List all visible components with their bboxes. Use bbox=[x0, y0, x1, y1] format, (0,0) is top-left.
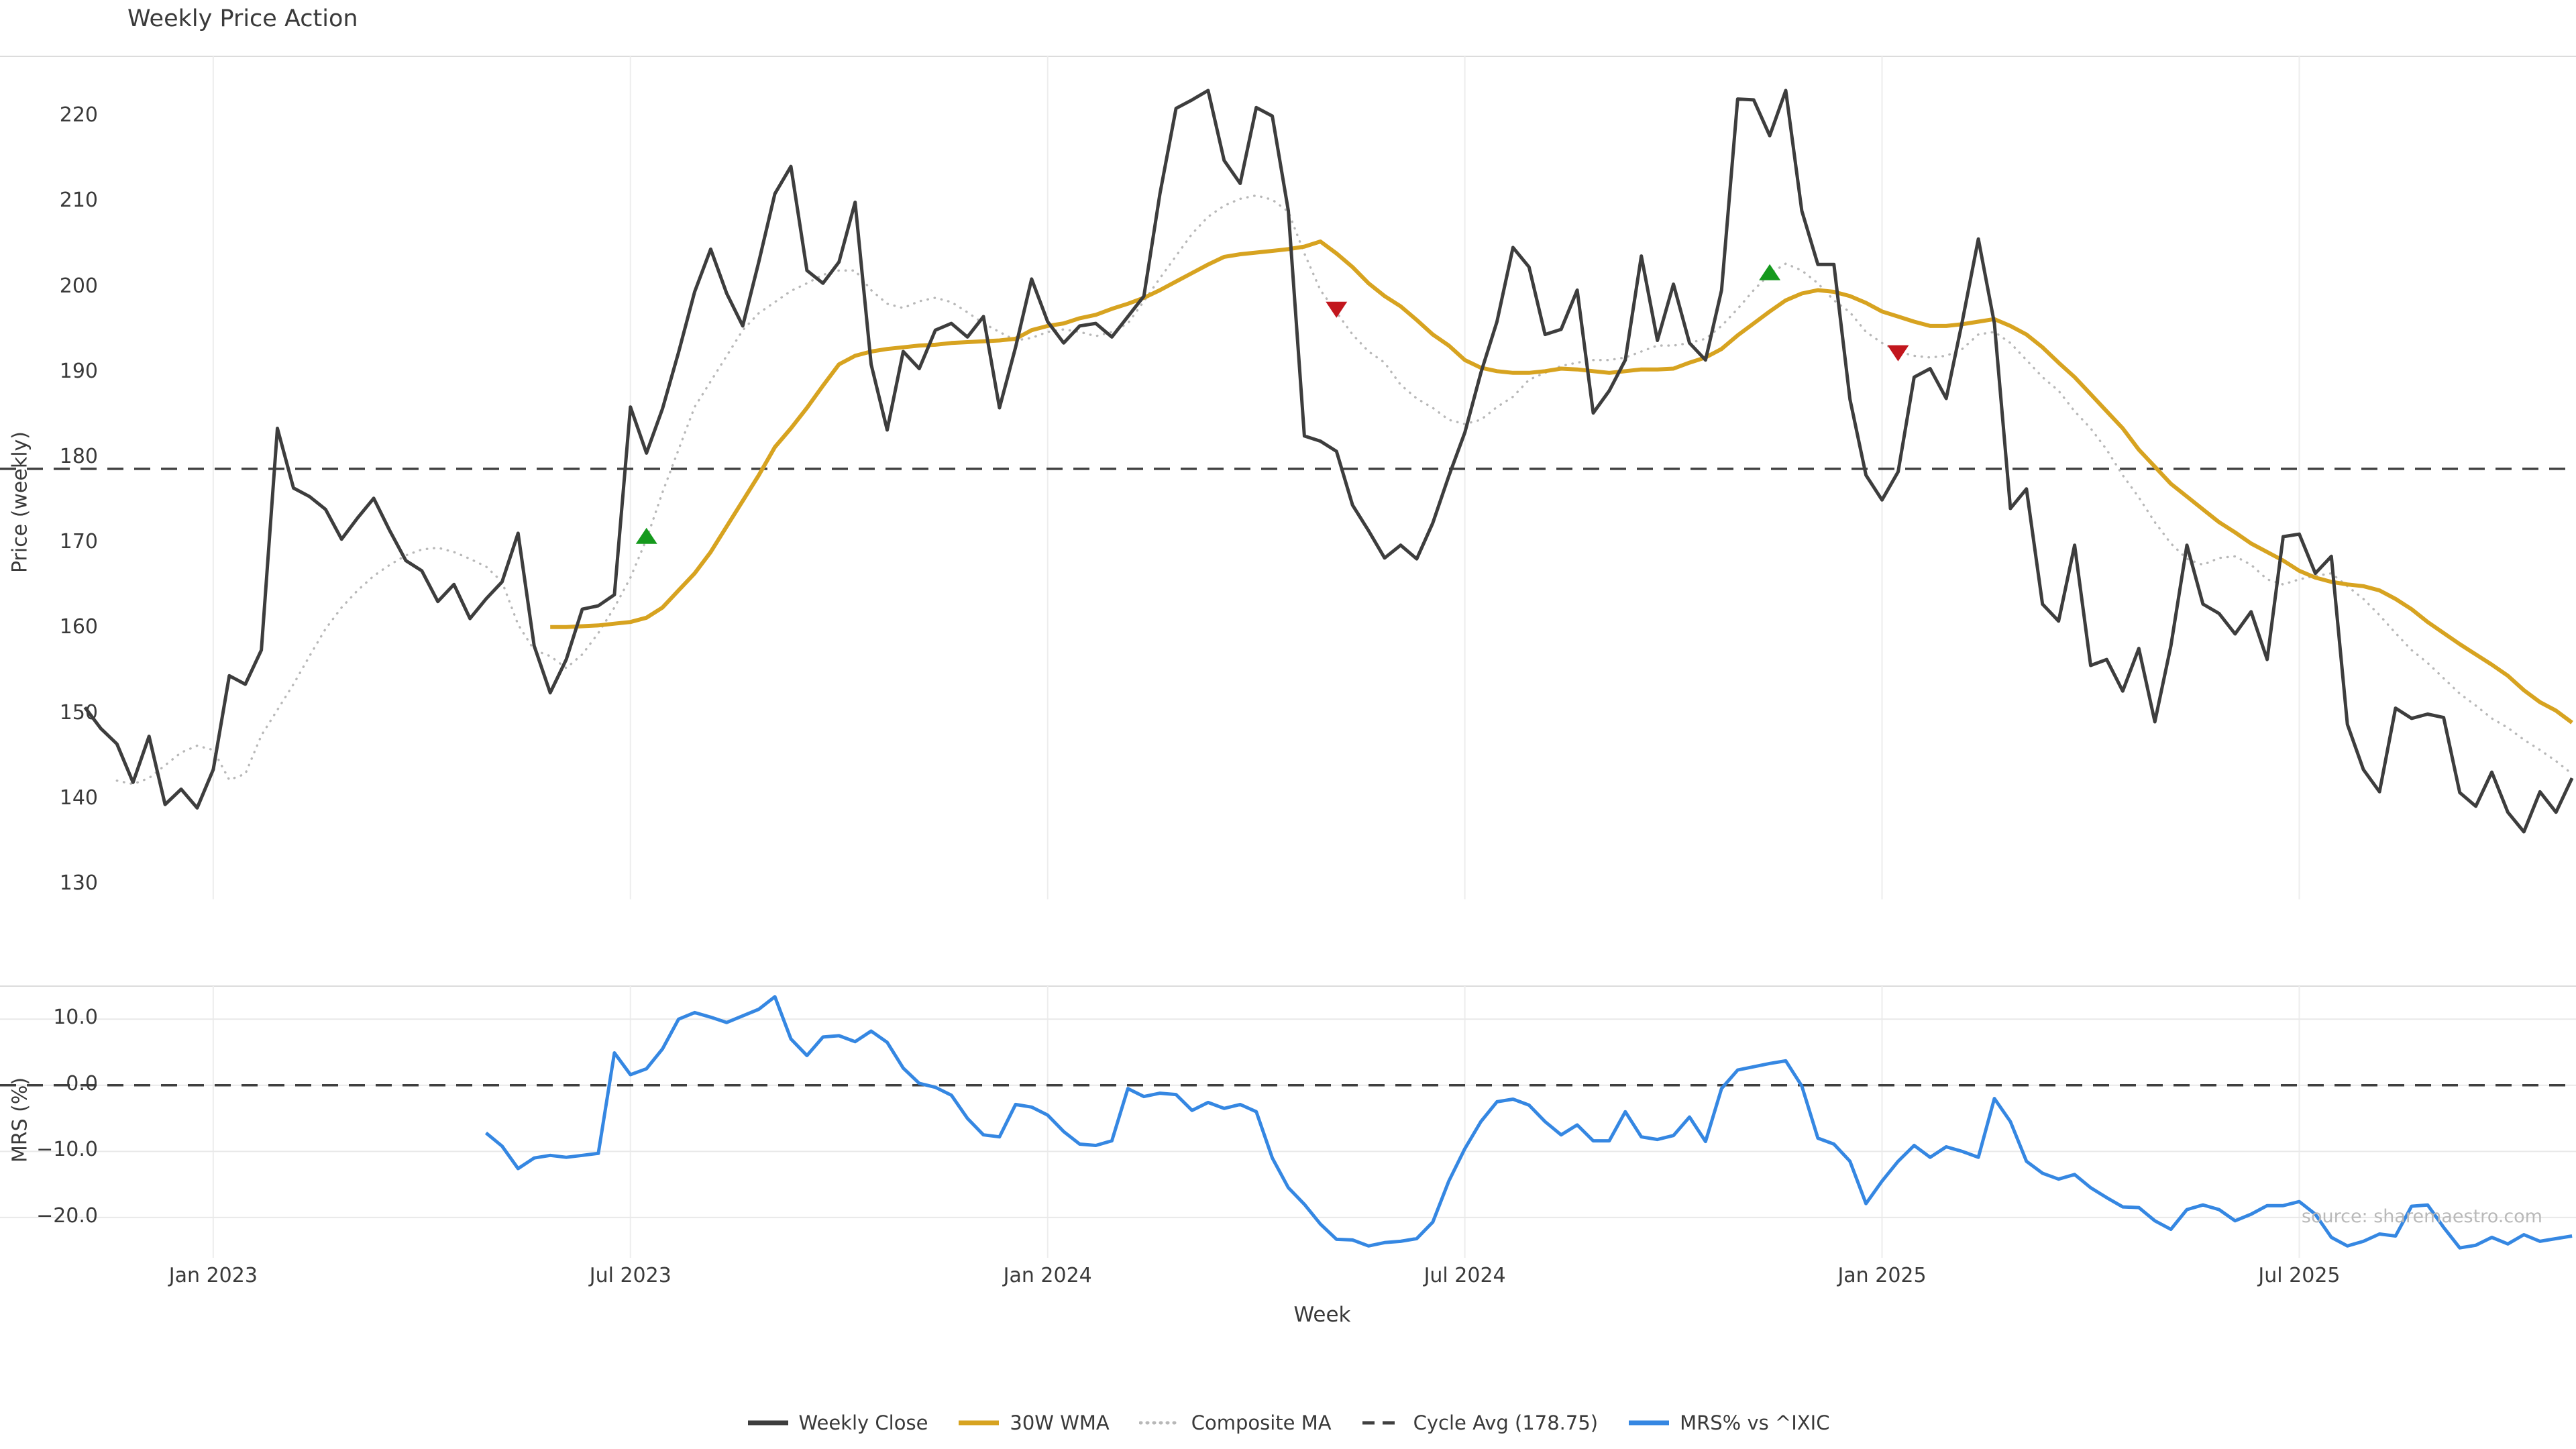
legend-item: 30W WMA bbox=[957, 1411, 1110, 1434]
legend-swatch-solid-icon bbox=[747, 1420, 788, 1426]
mrs-line bbox=[484, 995, 2573, 1250]
legend-label: MRS% vs ^IXIC bbox=[1680, 1411, 1830, 1434]
source-watermark: source: sharemaestro.com bbox=[2301, 1206, 2542, 1227]
mrs-axis-tick: −20.0 bbox=[36, 1203, 98, 1228]
x-axis-tick: Jul 2025 bbox=[2258, 1264, 2341, 1287]
price-axis-tick: 180 bbox=[59, 444, 98, 468]
mrs-axis-tick: −10.0 bbox=[36, 1138, 98, 1162]
sell-marker-icon bbox=[1326, 301, 1348, 318]
x-axis-tick: Jul 2024 bbox=[1424, 1264, 1506, 1287]
wma-30w-line bbox=[550, 239, 2573, 724]
chart-legend: Weekly Close 30W WMA Composite MA Cycle Avg… bbox=[0, 1411, 2576, 1434]
legend-label: Composite MA bbox=[1191, 1411, 1332, 1434]
x-axis-tick: Jan 2023 bbox=[168, 1264, 258, 1287]
price-axis-tick: 200 bbox=[59, 274, 98, 298]
price-axis-tick: 130 bbox=[59, 871, 98, 895]
chart-title: Weekly Price Action bbox=[127, 5, 358, 32]
legend-label: 30W WMA bbox=[1010, 1411, 1110, 1434]
weekly-close-line bbox=[83, 89, 2574, 834]
price-axis-tick: 190 bbox=[59, 359, 98, 383]
legend-swatch-solid-icon bbox=[959, 1420, 1000, 1426]
x-axis-tick: Jan 2025 bbox=[1837, 1264, 1927, 1287]
price-axis-tick: 210 bbox=[59, 189, 98, 213]
mrs-axis-tick: 0.0 bbox=[66, 1071, 98, 1095]
x-axis-tick: Jan 2024 bbox=[1003, 1264, 1092, 1287]
x-axis-label: Week bbox=[1293, 1303, 1351, 1327]
legend-swatch-dashed-icon bbox=[1362, 1421, 1403, 1425]
composite-ma-line bbox=[115, 194, 2573, 786]
buy-marker-icon bbox=[1759, 264, 1781, 280]
price-axis-tick: 140 bbox=[59, 786, 98, 810]
legend-swatch-dotted-icon bbox=[1138, 1421, 1182, 1425]
price-axis-tick: 170 bbox=[59, 530, 98, 554]
legend-item: Cycle Avg (178.75) bbox=[1361, 1411, 1599, 1434]
sell-marker-icon bbox=[1887, 345, 1909, 362]
legend-item: Weekly Close bbox=[747, 1411, 928, 1434]
legend-item: MRS% vs ^IXIC bbox=[1627, 1411, 1829, 1434]
legend-label: Weekly Close bbox=[798, 1411, 928, 1434]
legend-label: Cycle Avg (178.75) bbox=[1413, 1411, 1599, 1434]
x-axis-tick: Jul 2023 bbox=[589, 1264, 672, 1287]
price-axis-tick: 160 bbox=[59, 615, 98, 639]
legend-swatch-solid-icon bbox=[1629, 1420, 1670, 1426]
legend-item: Composite MA bbox=[1138, 1411, 1332, 1434]
buy-marker-icon bbox=[635, 527, 657, 544]
price-axis-tick: 150 bbox=[59, 700, 98, 724]
mrs-axis-tick: 10.0 bbox=[53, 1006, 98, 1030]
price-axis-tick: 220 bbox=[59, 103, 98, 127]
